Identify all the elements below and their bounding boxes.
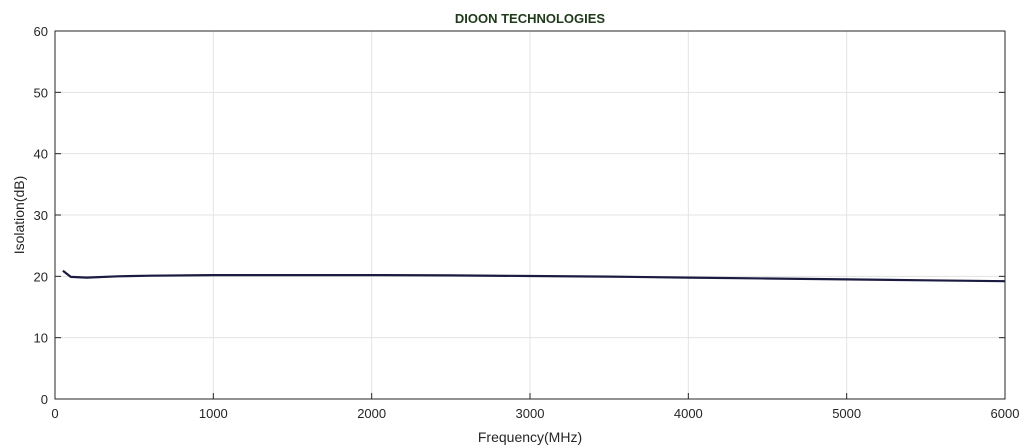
x-axis-label: Frequency(MHz) [478,429,582,445]
x-tick-label: 0 [51,406,58,421]
grid [55,31,1005,399]
x-tick-label: 3000 [516,406,545,421]
x-axis: 0 1000 2000 3000 4000 5000 6000 [51,393,1019,421]
y-tick-label: 10 [34,331,48,346]
x-tick-label: 1000 [199,406,228,421]
x-tick-label: 6000 [991,406,1020,421]
y-tick-label: 0 [41,392,48,407]
x-tick-label: 4000 [674,406,703,421]
y-tick-label: 50 [34,85,48,100]
chart-title: DIOON TECHNOLOGIES [455,11,606,26]
x-tick-label: 2000 [357,406,386,421]
isolation-line [62,269,1006,283]
y-tick-label: 60 [34,24,48,39]
x-tick-label: 5000 [832,406,861,421]
y-tick-label: 40 [34,147,48,162]
y-tick-label: 30 [34,208,48,223]
y-tick-label: 20 [34,269,48,284]
y-axis: 0 10 20 30 40 50 60 [34,24,1005,407]
y-axis-label: Isolation(dB) [11,176,27,255]
